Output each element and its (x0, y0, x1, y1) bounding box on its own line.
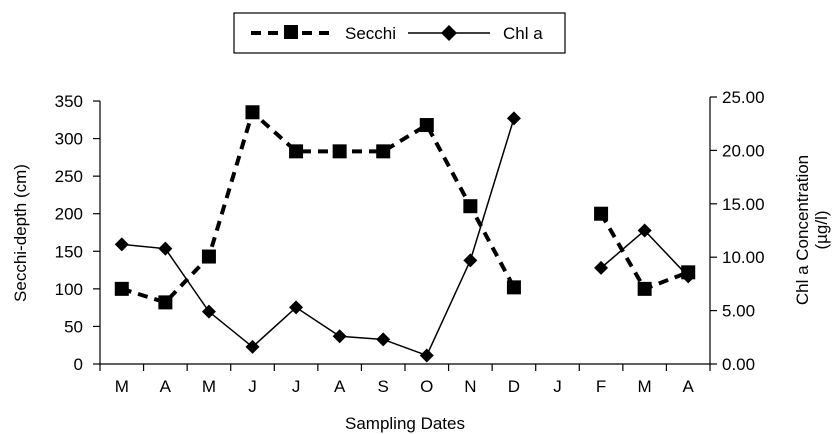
chla-point (463, 253, 478, 268)
x-tick-label: M (115, 377, 129, 396)
chla-point (289, 300, 304, 315)
chla-point (419, 348, 434, 363)
x-tick-label: J (553, 377, 562, 396)
chla-point (114, 237, 129, 252)
y-right-tick-label: 25.00 (722, 88, 765, 107)
y-left-tick-label: 300 (55, 130, 83, 149)
secchi-point (114, 281, 129, 296)
x-tick-label: D (508, 377, 520, 396)
x-tick-label: N (464, 377, 476, 396)
y-axis-right-title-line1: Chl a Concentration (793, 155, 812, 305)
y-right-tick-label: 5.00 (722, 302, 755, 321)
secchi-point (332, 144, 347, 159)
chla-point (681, 269, 696, 284)
x-tick-label: J (292, 377, 301, 396)
chla-point (637, 223, 652, 238)
chla-point (201, 304, 216, 319)
x-tick-label: M (202, 377, 216, 396)
secchi-line (121, 108, 516, 305)
legend: Secchi Chl a (233, 12, 566, 54)
y-left-tick-label: 200 (55, 205, 83, 224)
secchi-point (289, 144, 304, 159)
legend-secchi-marker (284, 25, 298, 39)
x-tick-label: O (420, 377, 433, 396)
chla-point (158, 241, 173, 256)
y-left-tick-label: 100 (55, 280, 83, 299)
chla-line (121, 118, 515, 357)
secchi-point (245, 105, 260, 120)
y-left-tick-label: 250 (55, 167, 83, 186)
x-tick-label: A (683, 377, 695, 396)
x-tick-label: A (334, 377, 346, 396)
y-axis-right-title-line2: (µg/l) (812, 210, 831, 249)
x-tick-label: J (248, 377, 257, 396)
y-left-tick-label: 0 (74, 355, 83, 374)
y-right-tick-label: 10.00 (722, 248, 765, 267)
x-tick-label: A (160, 377, 172, 396)
legend-chla-marker (441, 25, 457, 41)
x-tick-label: M (638, 377, 652, 396)
secchi-point (201, 249, 216, 264)
x-axis-title: Sampling Dates (345, 414, 465, 433)
secchi-point (637, 281, 652, 296)
secchi-point (506, 280, 521, 295)
y-left-tick-label: 150 (55, 242, 83, 261)
y-left-tick-label: 350 (55, 92, 83, 111)
secchi-point (376, 144, 391, 159)
x-ticks (99, 364, 711, 371)
chla-point (332, 329, 347, 344)
y-right-ticks: 0.00 5.00 10.00 15.00 20.00 25.00 (710, 88, 765, 374)
y-left-tick-label: 50 (64, 317, 83, 336)
y-right-tick-label: 20.00 (722, 141, 765, 160)
x-tick-label: F (596, 377, 606, 396)
y-right-tick-label: 0.00 (722, 355, 755, 374)
chla-point (376, 332, 391, 347)
y-right-tick-label: 15.00 (722, 195, 765, 214)
legend-secchi-label: Secchi (345, 24, 396, 43)
chla-point (245, 339, 260, 354)
y-left-ticks: 0 50 100 150 200 250 300 350 (55, 92, 100, 374)
series-chla (114, 111, 696, 363)
series-secchi (114, 105, 696, 310)
secchi-point (594, 206, 609, 221)
secchi-point (419, 118, 434, 133)
chla-point (594, 260, 609, 275)
secchi-point (158, 295, 173, 310)
legend-chla-label: Chl a (503, 24, 543, 43)
y-axis-left-title: Secchi-depth (cm) (11, 164, 30, 302)
secchi-point (463, 199, 478, 214)
x-tick-label: S (378, 377, 389, 396)
chla-point (506, 111, 521, 126)
